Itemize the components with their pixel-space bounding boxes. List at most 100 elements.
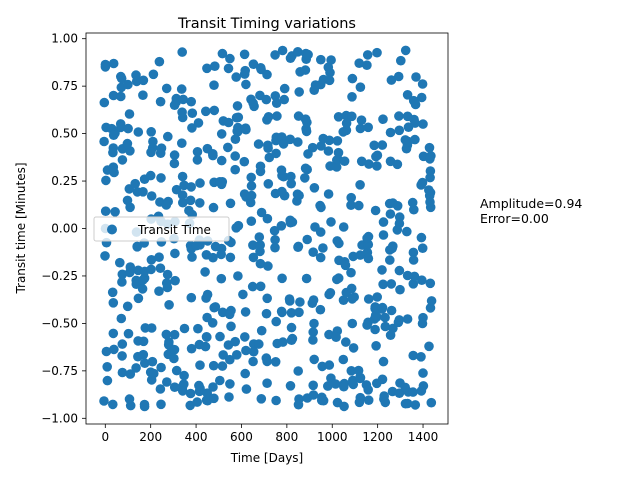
data-point bbox=[425, 197, 435, 207]
data-point bbox=[186, 292, 197, 303]
data-point bbox=[378, 279, 388, 290]
data-point bbox=[139, 399, 150, 410]
data-point bbox=[355, 180, 365, 190]
legend-box bbox=[93, 216, 230, 242]
data-point bbox=[411, 72, 421, 82]
data-point bbox=[195, 178, 205, 188]
data-point bbox=[100, 251, 110, 261]
data-point bbox=[371, 341, 381, 351]
data-point bbox=[308, 335, 318, 345]
data-point bbox=[402, 226, 412, 237]
data-point bbox=[372, 292, 383, 302]
data-point bbox=[216, 243, 227, 254]
data-point bbox=[248, 356, 258, 367]
data-point bbox=[230, 336, 240, 347]
legend-label: Transit Time bbox=[137, 223, 211, 237]
data-point bbox=[377, 302, 388, 313]
data-point bbox=[225, 354, 235, 365]
data-point bbox=[293, 399, 304, 410]
data-point bbox=[109, 344, 119, 355]
data-point bbox=[146, 323, 157, 333]
data-point bbox=[101, 346, 112, 357]
data-point bbox=[261, 308, 272, 319]
data-point bbox=[148, 69, 159, 80]
data-point bbox=[177, 47, 187, 57]
data-point bbox=[262, 293, 273, 304]
data-point bbox=[216, 129, 227, 139]
data-point bbox=[138, 75, 149, 86]
data-point bbox=[164, 300, 174, 310]
data-point bbox=[323, 381, 333, 391]
data-point bbox=[123, 79, 133, 90]
fit-annotation: Amplitude=0.94 Error=0.00 bbox=[480, 196, 582, 226]
data-point bbox=[156, 173, 166, 183]
data-point bbox=[147, 356, 158, 367]
data-point bbox=[195, 360, 205, 371]
data-point bbox=[409, 114, 419, 125]
data-point bbox=[233, 220, 244, 231]
y-tick-label: −1.00 bbox=[41, 411, 78, 425]
data-point bbox=[178, 94, 188, 105]
data-point bbox=[424, 341, 434, 352]
data-point bbox=[200, 341, 211, 352]
data-point bbox=[284, 294, 295, 304]
data-point bbox=[402, 314, 413, 324]
data-point bbox=[308, 390, 319, 400]
data-point bbox=[231, 72, 241, 82]
data-point bbox=[101, 175, 111, 186]
data-point bbox=[408, 350, 419, 361]
data-point bbox=[179, 323, 190, 334]
data-point bbox=[215, 177, 225, 187]
data-point bbox=[416, 180, 426, 190]
data-point bbox=[195, 383, 205, 394]
data-point bbox=[338, 295, 349, 306]
data-point bbox=[354, 200, 364, 211]
data-point bbox=[169, 150, 180, 160]
data-point bbox=[108, 147, 118, 158]
data-point bbox=[348, 379, 359, 390]
data-point bbox=[117, 351, 127, 361]
data-point bbox=[239, 156, 250, 167]
data-point bbox=[254, 232, 265, 242]
data-point bbox=[177, 171, 188, 182]
data-point bbox=[272, 111, 282, 121]
data-point bbox=[201, 106, 211, 117]
data-point bbox=[380, 312, 390, 323]
data-point bbox=[255, 258, 266, 269]
data-point bbox=[239, 49, 250, 60]
data-point bbox=[122, 138, 133, 149]
data-point bbox=[392, 201, 403, 211]
data-point bbox=[156, 399, 166, 410]
data-point bbox=[179, 370, 189, 381]
data-point bbox=[108, 399, 118, 410]
data-point bbox=[192, 155, 203, 165]
data-point bbox=[377, 265, 387, 275]
data-point bbox=[253, 139, 264, 149]
data-point bbox=[285, 381, 296, 391]
data-point bbox=[425, 278, 436, 289]
data-point bbox=[208, 202, 219, 213]
data-point bbox=[302, 234, 313, 245]
data-point bbox=[200, 267, 210, 277]
data-point bbox=[316, 202, 326, 213]
data-point bbox=[192, 397, 202, 407]
data-point bbox=[386, 305, 397, 316]
data-point bbox=[202, 388, 212, 399]
data-point bbox=[161, 83, 172, 94]
y-tick-label: 0.00 bbox=[51, 222, 78, 236]
data-point bbox=[208, 252, 218, 263]
data-point bbox=[339, 156, 350, 166]
data-point bbox=[216, 273, 227, 284]
data-point bbox=[270, 235, 280, 245]
data-point bbox=[225, 379, 235, 389]
data-point bbox=[263, 179, 274, 189]
data-point bbox=[416, 386, 427, 396]
data-point bbox=[424, 142, 435, 153]
data-point bbox=[240, 368, 250, 379]
data-point bbox=[308, 380, 319, 391]
data-point bbox=[186, 96, 196, 107]
data-point bbox=[208, 360, 219, 371]
data-point bbox=[125, 262, 136, 272]
data-point bbox=[364, 159, 374, 169]
data-point bbox=[146, 264, 156, 275]
